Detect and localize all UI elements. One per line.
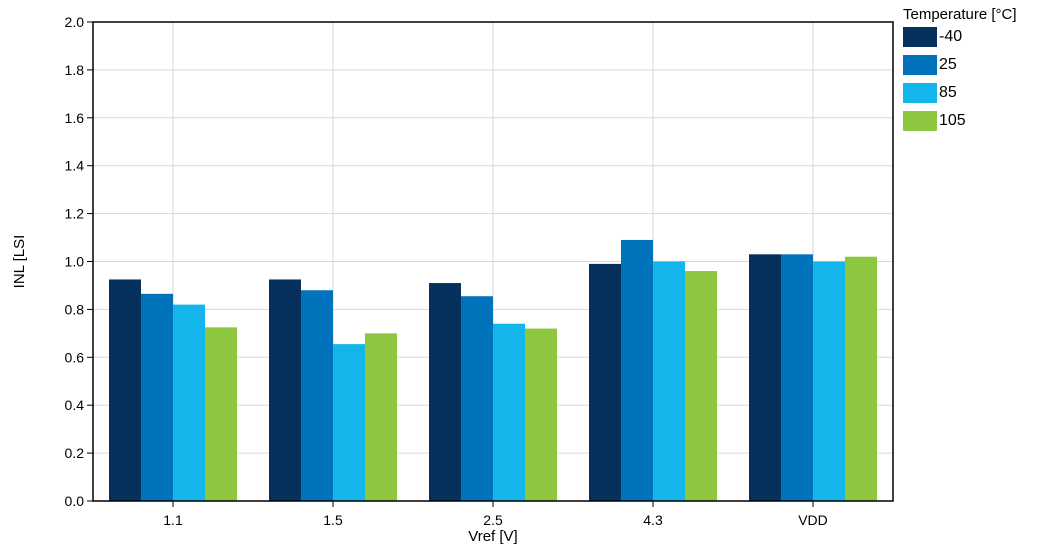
legend-item: -40	[903, 23, 1017, 51]
bar-25-2.5	[461, 296, 493, 501]
x-tick-label: 4.3	[643, 512, 663, 528]
legend-label: -40	[939, 28, 963, 45]
y-tick-label: 0.0	[65, 493, 85, 509]
legend-swatch	[903, 55, 937, 75]
y-tick-label: 0.6	[65, 349, 85, 365]
legend-swatch	[903, 27, 937, 47]
legend-item: 105	[903, 107, 1017, 135]
y-axis-ticks: 0.0 0.2 0.4 0.6 0.8 1.0 1.2 1.4 1.6 1.8 2.0	[65, 14, 93, 509]
bars	[109, 239, 877, 501]
y-tick-label: 1.4	[65, 158, 85, 174]
y-tick-label: 0.2	[65, 445, 85, 461]
bar-25-4.3	[621, 239, 653, 501]
y-tick-label: 2.0	[65, 14, 85, 30]
x-tick-label: 2.5	[483, 512, 503, 528]
legend-item: 25	[903, 51, 1017, 79]
bar-105-VDD	[845, 256, 877, 501]
legend-swatch	[903, 83, 937, 103]
bar-85-1.5	[333, 344, 365, 501]
y-tick-label: 1.6	[65, 110, 85, 126]
bar-85-VDD	[813, 261, 845, 501]
bar-105-4.3	[685, 271, 717, 501]
x-tick-label: 1.5	[323, 512, 343, 528]
bar--40-1.1	[109, 279, 141, 501]
y-tick-label: 1.8	[65, 62, 85, 78]
bar-105-2.5	[525, 328, 557, 501]
legend-title: Temperature [°C]	[903, 6, 1017, 23]
bar-105-1.1	[205, 327, 237, 501]
legend-item: 85	[903, 79, 1017, 107]
x-tick-label: 1.1	[163, 512, 183, 528]
bar-25-1.5	[301, 290, 333, 501]
legend-label: 25	[939, 56, 957, 73]
legend: Temperature [°C] -40 25 85 105	[903, 6, 1017, 135]
y-tick-label: 1.0	[65, 254, 85, 270]
x-tick-label: VDD	[798, 512, 828, 528]
legend-swatch	[903, 111, 937, 131]
bar-25-VDD	[781, 254, 813, 501]
y-axis-title: INL [LSI	[11, 235, 28, 289]
bar--40-VDD	[749, 254, 781, 501]
x-axis-ticks: 1.1 1.5 2.5 4.3 VDD	[163, 501, 828, 528]
bar-85-4.3	[653, 261, 685, 501]
bar-85-2.5	[493, 323, 525, 501]
bar--40-1.5	[269, 279, 301, 501]
bar--40-2.5	[429, 283, 461, 501]
legend-items: -40 25 85 105	[903, 23, 1017, 135]
bar--40-4.3	[589, 263, 621, 501]
y-tick-label: 0.8	[65, 301, 85, 317]
y-tick-label: 1.2	[65, 206, 85, 222]
bar-25-1.1	[141, 293, 173, 501]
y-tick-label: 0.4	[65, 397, 85, 413]
x-axis-title: Vref [V]	[468, 528, 517, 545]
legend-label: 105	[939, 112, 966, 129]
bar-85-1.1	[173, 304, 205, 501]
legend-label: 85	[939, 84, 957, 101]
bar-105-1.5	[365, 333, 397, 501]
